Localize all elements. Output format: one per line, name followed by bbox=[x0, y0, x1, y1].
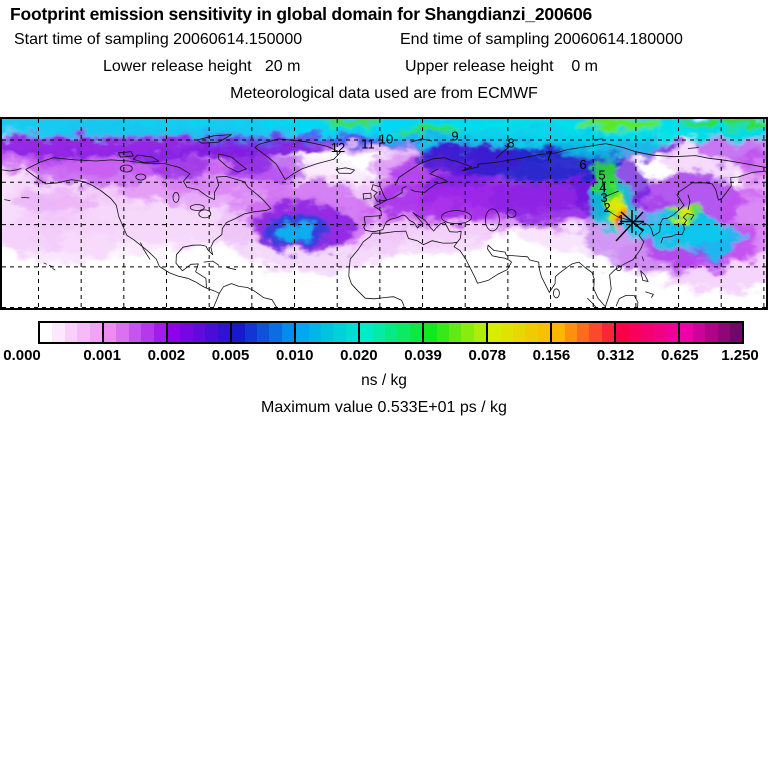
world-map: 1 2 3 4 5 6 7 8 9 10 11 12 bbox=[0, 117, 768, 310]
end-time-text: End time of sampling 20060614.180000 bbox=[400, 31, 683, 48]
start-time-text: Start time of sampling 20060614.150000 bbox=[14, 31, 303, 48]
colorbar-cell bbox=[64, 323, 78, 342]
colorbar-cell bbox=[537, 323, 551, 342]
colorbar-cell bbox=[52, 323, 65, 342]
colorbar-cell bbox=[166, 323, 181, 342]
map-border bbox=[0, 117, 768, 310]
colorbar-cell bbox=[180, 323, 193, 342]
colorbar-cell bbox=[729, 323, 743, 342]
colorbar-cell bbox=[589, 323, 602, 342]
colorbar-cell bbox=[128, 323, 142, 342]
colorbar-cell bbox=[141, 323, 154, 342]
colorbar-cell bbox=[40, 323, 53, 342]
trajectory-hour-label: 5 bbox=[598, 168, 605, 183]
colorbar-cell bbox=[116, 323, 129, 342]
colorbar-cell bbox=[89, 323, 103, 342]
colorbar-cell bbox=[564, 323, 578, 342]
colorbar-tick: 0.000 bbox=[3, 347, 41, 364]
colorbar-tick: 0.001 bbox=[83, 347, 121, 364]
colorbar-cell bbox=[601, 323, 615, 342]
trajectory-hour-label: 10 bbox=[379, 132, 393, 147]
figure-title: Footprint emission sensitivity in global… bbox=[10, 4, 593, 24]
colorbar-cell bbox=[461, 323, 474, 342]
colorbar-cell bbox=[692, 323, 706, 342]
colorbar-tick: 0.020 bbox=[340, 347, 378, 364]
colorbar-cell bbox=[550, 323, 565, 342]
colorbar-cell bbox=[513, 323, 526, 342]
colorbar-cell bbox=[192, 323, 206, 342]
sensitivity-plume-field bbox=[1, 118, 767, 293]
colorbar-cell bbox=[628, 323, 642, 342]
colorbar-cell bbox=[705, 323, 718, 342]
colorbar-cell bbox=[422, 323, 437, 342]
colorbar-cell bbox=[308, 323, 321, 342]
trajectory-hour-label: 9 bbox=[451, 129, 458, 144]
colorbar-cell bbox=[358, 323, 373, 342]
colorbar-cell bbox=[256, 323, 270, 342]
trajectory-hour-label: 2 bbox=[603, 200, 610, 215]
colorbar-cell bbox=[217, 323, 231, 342]
colorbar-cell bbox=[320, 323, 334, 342]
trajectory-hour-label: 6 bbox=[579, 157, 586, 172]
colorbar-cell bbox=[614, 323, 629, 342]
colorbar-cell bbox=[717, 323, 730, 342]
colorbar-tick: 0.625 bbox=[661, 347, 699, 364]
colorbar-tick: 0.156 bbox=[532, 347, 571, 364]
colorbar-tick: 0.039 bbox=[404, 347, 442, 364]
max-value-label: Maximum value 0.533E+01 ps / kg bbox=[261, 399, 507, 416]
colorbar-tick: 0.312 bbox=[596, 347, 635, 364]
colorbar-cell bbox=[333, 323, 346, 342]
colorbar-cell bbox=[436, 323, 449, 342]
colorbar-cell bbox=[397, 323, 410, 342]
upper-release-height-text: Upper release height 0 m bbox=[405, 58, 598, 75]
colorbar-cell bbox=[372, 323, 385, 342]
colorbar-cell bbox=[102, 323, 117, 342]
colorbar-cell bbox=[678, 323, 693, 342]
colorbar-cell bbox=[500, 323, 514, 342]
colorbar-tick: 0.078 bbox=[468, 347, 507, 364]
trajectory-hour-label: 11 bbox=[361, 137, 375, 152]
colorbar-tick: 0.005 bbox=[211, 347, 250, 364]
colorbar-cell bbox=[577, 323, 590, 342]
colorbar-cell bbox=[449, 323, 462, 342]
colorbar-cell bbox=[230, 323, 245, 342]
trajectory-hour-label: 12 bbox=[331, 140, 345, 155]
trajectory-hour-label: 4 bbox=[599, 180, 606, 195]
colorbar-tick: 0.010 bbox=[275, 347, 314, 364]
colorbar-unit-label: ns / kg bbox=[361, 372, 407, 389]
lower-release-height-text: Lower release height 20 m bbox=[103, 58, 301, 75]
colorbar-cell bbox=[473, 323, 487, 342]
colorbar-cell bbox=[294, 323, 309, 342]
colorbar-cell bbox=[153, 323, 167, 342]
colorbar-legend bbox=[38, 321, 744, 344]
trajectory-hour-label: 3 bbox=[600, 190, 607, 205]
colorbar-cell bbox=[486, 323, 501, 342]
colorbar-tick: 0.002 bbox=[147, 347, 186, 364]
station-marker bbox=[615, 210, 644, 242]
colorbar-cell bbox=[244, 323, 257, 342]
trajectory-hour-label: 1 bbox=[617, 212, 624, 227]
colorbar-cell bbox=[525, 323, 538, 342]
coastlines bbox=[1, 134, 767, 309]
colorbar-cell bbox=[269, 323, 282, 342]
colorbar-cell bbox=[345, 323, 359, 342]
meteo-data-text: Meteorological data used are from ECMWF bbox=[230, 85, 538, 102]
colorbar-cell bbox=[653, 323, 666, 342]
colorbar-tick: 1.250 bbox=[721, 347, 759, 364]
colorbar-cell bbox=[77, 323, 90, 342]
colorbar-cell bbox=[409, 323, 423, 342]
colorbar-cell bbox=[665, 323, 679, 342]
colorbar-cell bbox=[281, 323, 295, 342]
colorbar-cell bbox=[384, 323, 398, 342]
trajectory-hour-label: 8 bbox=[507, 136, 514, 151]
colorbar-cell bbox=[641, 323, 654, 342]
colorbar-cell bbox=[205, 323, 218, 342]
trajectory-hour-label: 7 bbox=[545, 149, 552, 164]
